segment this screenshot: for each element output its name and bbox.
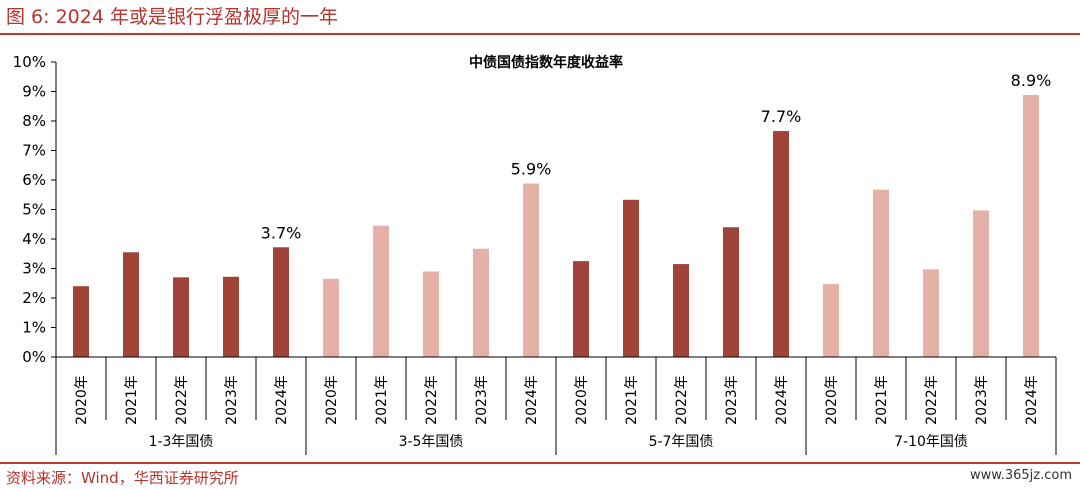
bar [73, 286, 89, 357]
bar [573, 261, 589, 357]
y-tick-label: 5% [22, 201, 46, 219]
x-tick-label: 2020年 [574, 375, 590, 425]
group-label: 7-10年国债 [894, 434, 968, 450]
bar [973, 210, 989, 357]
x-tick-label: 2021年 [374, 375, 390, 425]
x-tick-label: 2024年 [774, 375, 790, 425]
bar [823, 284, 839, 357]
bottom-rule [0, 462, 1080, 464]
data-label: 7.7% [761, 107, 802, 126]
y-tick-label: 7% [22, 142, 46, 160]
y-axis: 0% 1% 2% 3% 4% 5% 6% 7% 8% 9% 10% [13, 53, 57, 366]
watermark: www.365jz.com [970, 468, 1072, 483]
data-label: 8.9% [1011, 71, 1052, 90]
figure-title: 图 6: 2024 年或是银行浮盈极厚的一年 [6, 6, 338, 28]
y-tick-label: 3% [22, 260, 46, 278]
y-tick-label: 2% [22, 289, 46, 307]
bar [873, 189, 889, 357]
x-tick-label: 2024年 [524, 375, 540, 425]
x-tick-label: 2020年 [324, 375, 340, 425]
group-label: 3-5年国债 [399, 434, 464, 450]
bar [473, 248, 489, 357]
bars: 3.7% 5.9% 7.7% 8.9% [73, 71, 1051, 357]
x-tick-label: 2022年 [674, 375, 690, 425]
x-tick-label: 2023年 [974, 375, 990, 425]
y-tick-label: 6% [22, 171, 46, 189]
bar [623, 199, 639, 357]
x-tick-label: 2021年 [124, 375, 140, 425]
x-tick-label: 2022年 [174, 375, 190, 425]
x-tick-label: 2022年 [924, 375, 940, 425]
y-tick-label: 9% [22, 83, 46, 101]
group-label: 1-3年国债 [149, 434, 214, 450]
bar [1023, 95, 1039, 357]
bar [423, 271, 439, 357]
bar [923, 269, 939, 357]
y-tick-label: 4% [22, 230, 46, 248]
bar [123, 252, 139, 357]
y-tick-label: 10% [13, 53, 46, 71]
y-tick-label: 1% [22, 319, 46, 337]
bar [523, 183, 539, 357]
x-tick-label: 2024年 [274, 375, 290, 425]
bar [673, 264, 689, 357]
x-tick-label: 2023年 [224, 375, 240, 425]
bar-chart: 中债国债指数年度收益率 0% 1% 2% 3% 4% 5% 6% 7% 8% 9% 10% 3.7%… [13, 53, 1057, 455]
bar [773, 131, 789, 357]
bar [723, 227, 739, 357]
x-tick-label: 2023年 [724, 375, 740, 425]
bar [373, 225, 389, 357]
x-tick-label: 2024年 [1024, 375, 1040, 425]
top-rule [0, 33, 1080, 35]
y-tick-label: 0% [22, 348, 46, 366]
bar [323, 278, 339, 357]
data-label: 3.7% [261, 223, 302, 242]
x-tick-label: 2023年 [474, 375, 490, 425]
group-label: 5-7年国债 [649, 434, 714, 450]
data-label: 5.9% [511, 160, 552, 179]
bar [173, 277, 189, 357]
x-axis: 2020年 2021年 2022年 2023年 2024年 1-3年国债 2020年 2021… [55, 356, 1057, 455]
source-note: 资料来源：Wind，华西证券研究所 [6, 469, 239, 487]
x-tick-label: 2021年 [874, 375, 890, 425]
bar [273, 247, 289, 357]
chart-title: 中债国债指数年度收益率 [469, 54, 623, 71]
x-tick-label: 2022年 [424, 375, 440, 425]
x-tick-label: 2020年 [74, 375, 90, 425]
x-tick-label: 2020年 [824, 375, 840, 425]
y-tick-label: 8% [22, 112, 46, 130]
x-tick-label: 2021年 [624, 375, 640, 425]
bar [223, 276, 239, 357]
